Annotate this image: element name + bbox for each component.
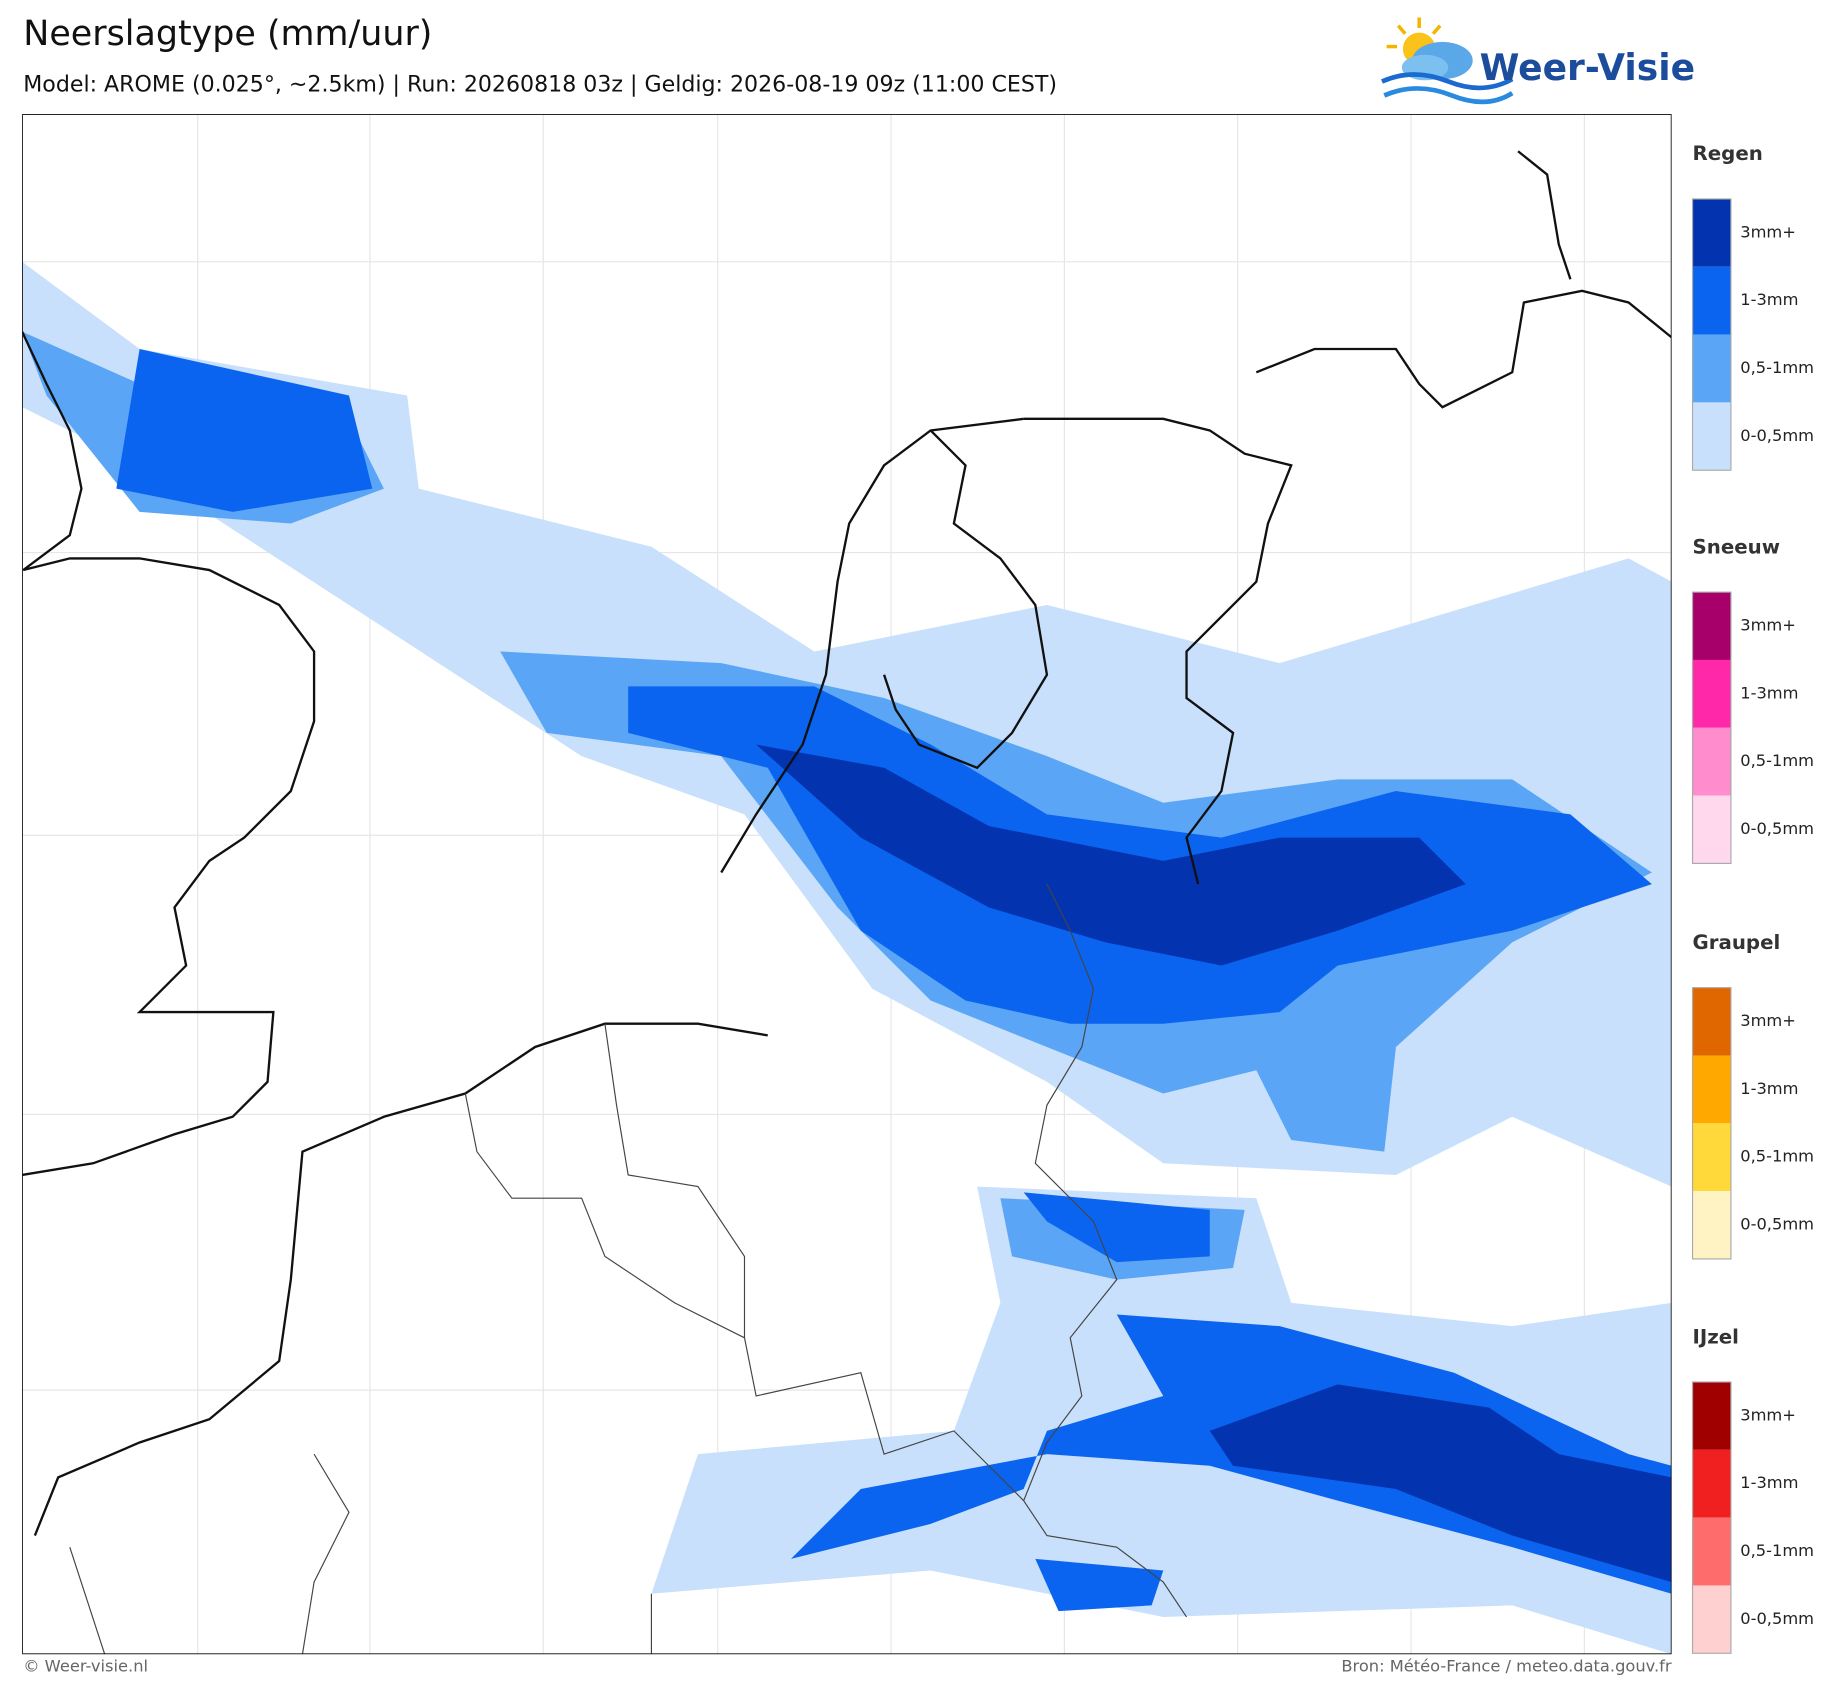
- legend-label: 0,5-1mm: [1740, 358, 1814, 377]
- legend-label: 0,5-1mm: [1740, 751, 1814, 770]
- legend-label: 1-3mm: [1740, 290, 1798, 309]
- legend-swatch: [1692, 198, 1731, 267]
- legend-swatch: [1692, 795, 1731, 864]
- legend-label: 0,5-1mm: [1740, 1147, 1814, 1166]
- legend-label: 1-3mm: [1740, 683, 1798, 702]
- legend-swatch: [1692, 402, 1731, 471]
- borders: [69, 883, 1188, 1655]
- legend-frame: [1691, 198, 1732, 471]
- legend-title: IJzel: [1693, 1325, 1739, 1348]
- footer-right: Bron: Météo-France / meteo.data.gouv.fr: [1341, 1657, 1672, 1676]
- legend-swatch: [1692, 727, 1731, 796]
- legend-swatch: [1692, 1585, 1731, 1654]
- legend-frame: [1691, 987, 1732, 1260]
- legend-frame: [1691, 1381, 1732, 1654]
- precipitation: [22, 261, 1672, 1655]
- legend-frame: [1691, 591, 1732, 864]
- legend-swatch: [1692, 987, 1731, 1056]
- legend-label: 0-0,5mm: [1740, 426, 1814, 445]
- legend: Regen 3mm+ 1-3mm 0,5-1mm 0-0,5mm Sneeuw 3mm+ 1-…: [1691, 142, 1814, 1654]
- title: Neerslagtype (mm/uur): [23, 14, 432, 54]
- legend-label: 3mm+: [1740, 616, 1796, 635]
- legend-title: Regen: [1693, 142, 1763, 165]
- legend-label: 3mm+: [1740, 1011, 1796, 1030]
- legend-label: 3mm+: [1740, 1405, 1796, 1424]
- subtitle: Model: AROME (0.025°, ~2.5km) | Run: 202…: [23, 71, 1057, 97]
- legend-label: 1-3mm: [1740, 1079, 1798, 1098]
- legend-swatch: [1692, 1191, 1731, 1259]
- legend-label: 0-0,5mm: [1740, 1215, 1814, 1234]
- legend-swatch: [1692, 659, 1731, 728]
- legend-swatch: [1692, 1449, 1731, 1518]
- legend-label: 3mm+: [1740, 222, 1796, 241]
- legend-swatch: [1692, 1055, 1731, 1124]
- legend-swatch: [1692, 1517, 1731, 1586]
- legend-title: Graupel: [1693, 931, 1781, 954]
- logo: Weer-Visie: [1381, 17, 1695, 105]
- logo-text: Weer-Visie: [1480, 47, 1695, 89]
- legend-label: 0,5-1mm: [1740, 1541, 1814, 1560]
- legend-swatch: [1692, 266, 1731, 335]
- legend-swatch: [1692, 592, 1731, 660]
- map: [22, 114, 1672, 1655]
- legend-label: 0-0,5mm: [1740, 819, 1814, 838]
- legend-title: Sneeuw: [1693, 535, 1780, 558]
- legend-swatch: [1692, 334, 1731, 403]
- legend-label: 1-3mm: [1740, 1473, 1798, 1492]
- legend-label: 0-0,5mm: [1740, 1609, 1814, 1628]
- legend-swatch: [1692, 1382, 1731, 1450]
- footer-left: © Weer-visie.nl: [23, 1657, 148, 1676]
- legend-swatch: [1692, 1123, 1731, 1192]
